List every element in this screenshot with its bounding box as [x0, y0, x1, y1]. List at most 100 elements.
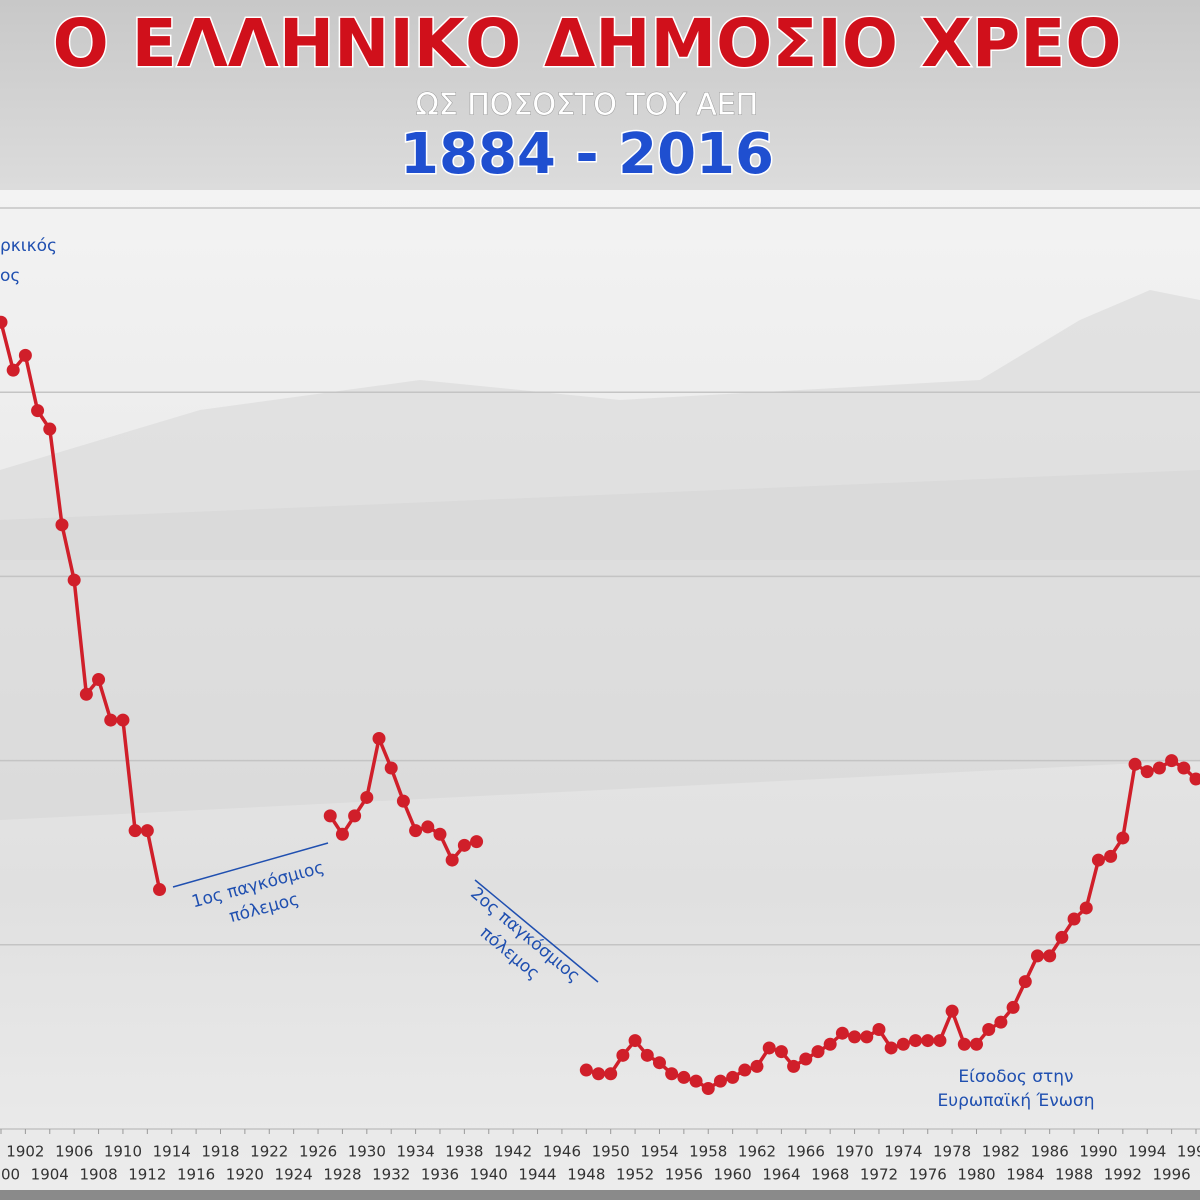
annotation: ρκικός — [0, 236, 57, 256]
point — [774, 1045, 788, 1059]
x-tick-label: 1928 — [323, 1166, 361, 1184]
x-tick-label: 1936 — [421, 1166, 459, 1184]
point — [982, 1023, 996, 1037]
point — [384, 761, 398, 775]
city — [0, 470, 1200, 820]
point — [335, 827, 349, 841]
point — [652, 1056, 666, 1070]
point — [884, 1041, 898, 1055]
x-tick-label: 1966 — [787, 1143, 825, 1161]
x-tick-label: 1932 — [372, 1166, 410, 1184]
header-bg — [0, 0, 1200, 190]
point — [799, 1052, 813, 1066]
x-tick-label: 1902 — [6, 1143, 44, 1161]
point — [1030, 949, 1044, 963]
point — [701, 1081, 715, 1095]
x-tick-label: 1986 — [1031, 1143, 1069, 1161]
point — [1055, 930, 1069, 944]
x-tick-label: 1992 — [1104, 1166, 1142, 1184]
point — [104, 713, 118, 727]
point — [43, 422, 57, 436]
x-tick-label: 1922 — [250, 1143, 288, 1161]
point — [153, 883, 167, 897]
x-tick-label: 1940 — [470, 1166, 508, 1184]
x-tick-label: 1956 — [665, 1166, 703, 1184]
x-tick-label: 1942 — [494, 1143, 532, 1161]
point — [433, 827, 447, 841]
x-tick-label: 1926 — [299, 1143, 337, 1161]
x-tick-label: 1952 — [616, 1166, 654, 1184]
point — [762, 1041, 776, 1055]
point — [628, 1034, 642, 1048]
annotation: Είσοδος στην — [958, 1067, 1073, 1087]
point — [860, 1030, 874, 1044]
point — [1152, 761, 1166, 775]
point — [1116, 831, 1130, 845]
point — [835, 1026, 849, 1040]
x-tick-label: 1918 — [201, 1143, 239, 1161]
x-tick-label: 1990 — [1079, 1143, 1117, 1161]
x-tick-label: 1900 — [0, 1166, 20, 1184]
x-tick-label: 1914 — [153, 1143, 191, 1161]
x-tick-label: 1948 — [567, 1166, 605, 1184]
x-tick-label: 1910 — [104, 1143, 142, 1161]
point — [140, 824, 154, 838]
point — [811, 1045, 825, 1059]
point — [396, 794, 410, 808]
point — [79, 687, 93, 701]
point — [360, 790, 374, 804]
point — [726, 1070, 740, 1084]
x-tick-label: 1938 — [445, 1143, 483, 1161]
x-tick-label: 1978 — [933, 1143, 971, 1161]
point — [1165, 754, 1179, 768]
point — [592, 1067, 605, 1081]
point — [750, 1059, 764, 1073]
x-tick-label: 1982 — [982, 1143, 1020, 1161]
point — [872, 1023, 886, 1037]
x-tick-label: 1998 — [1177, 1143, 1200, 1161]
point — [445, 853, 459, 867]
x-tick-label: 1972 — [860, 1166, 898, 1184]
x-tick-label: 1908 — [79, 1166, 117, 1184]
point — [128, 824, 142, 838]
point — [1067, 912, 1081, 926]
point — [55, 518, 69, 532]
point — [1006, 1000, 1020, 1014]
point — [1140, 765, 1154, 779]
x-tick-label: 1958 — [689, 1143, 727, 1161]
point — [1189, 772, 1200, 786]
chart-title: Ο ΕΛΛΗΝΙΚΟ ΔΗΜΟΣΙΟ ΧΡΕΟ — [53, 5, 1122, 82]
point — [896, 1037, 910, 1051]
footer-strip — [0, 1190, 1200, 1200]
chart-period: 1884 - 2016 — [400, 122, 774, 187]
point — [1177, 761, 1191, 775]
point — [6, 363, 20, 377]
point — [421, 820, 435, 834]
point — [348, 809, 362, 823]
point — [823, 1037, 837, 1051]
point — [616, 1048, 630, 1062]
point — [738, 1063, 752, 1077]
point — [604, 1067, 618, 1081]
point — [457, 838, 471, 852]
x-tick-label: 1950 — [592, 1143, 630, 1161]
x-tick-label: 1906 — [55, 1143, 93, 1161]
x-tick-label: 1934 — [396, 1143, 434, 1161]
point — [921, 1034, 935, 1048]
x-tick-label: 1974 — [884, 1143, 922, 1161]
point — [933, 1034, 947, 1048]
x-tick-label: 1988 — [1055, 1166, 1093, 1184]
point — [957, 1037, 971, 1051]
x-tick-label: 1946 — [543, 1143, 581, 1161]
x-tick-label: 1994 — [1128, 1143, 1166, 1161]
x-tick-label: 1980 — [957, 1166, 995, 1184]
x-tick-label: 1920 — [226, 1166, 264, 1184]
x-tick-label: 1954 — [640, 1143, 678, 1161]
x-tick-label: 1996 — [1153, 1166, 1191, 1184]
point — [909, 1034, 923, 1048]
x-tick-label: 1960 — [714, 1166, 752, 1184]
x-tick-label: 1976 — [909, 1166, 947, 1184]
point — [67, 573, 81, 587]
point — [1079, 901, 1093, 915]
point — [848, 1030, 862, 1044]
